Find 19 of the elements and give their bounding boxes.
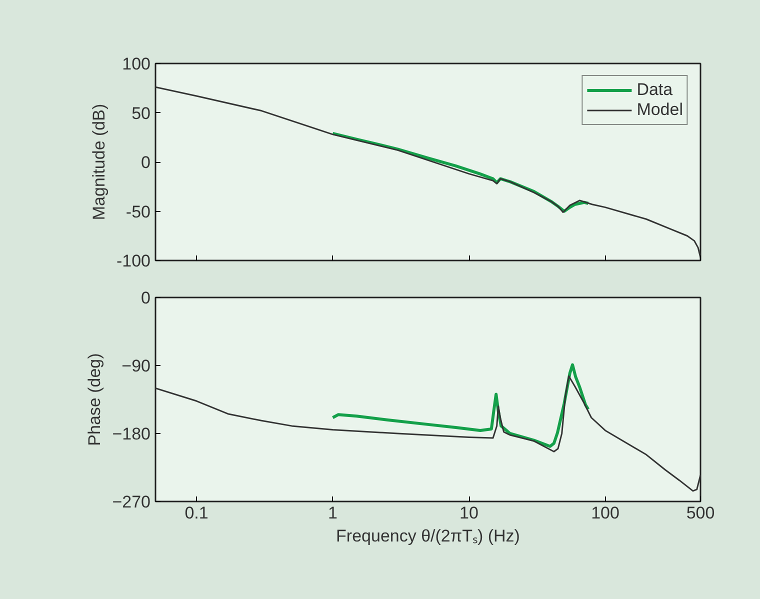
y-tick-label: −90 bbox=[122, 356, 151, 376]
x-tick-label: 10 bbox=[460, 504, 478, 522]
x-tick-label: 1 bbox=[328, 504, 338, 522]
y-axis-title: Phase (deg) bbox=[85, 353, 104, 446]
y-tick-label: -50 bbox=[126, 202, 151, 222]
x-tick-label: 500 bbox=[686, 504, 715, 522]
legend-label: Data bbox=[636, 80, 673, 100]
x-axis-title: Frequency θ/(2πTₛ) (Hz) bbox=[336, 526, 520, 546]
x-tick-label: 100 bbox=[591, 504, 620, 522]
x-tick-label: 0.1 bbox=[184, 504, 208, 522]
y-tick-label: −180 bbox=[112, 424, 151, 444]
y-tick-label: 50 bbox=[132, 104, 151, 123]
y-tick-label: -100 bbox=[116, 252, 151, 270]
y-tick-label: 100 bbox=[122, 54, 151, 74]
y-tick-label: −270 bbox=[112, 492, 151, 512]
y-axis-title: Magnitude (dB) bbox=[89, 104, 108, 220]
y-tick-label: 0 bbox=[141, 288, 151, 308]
legend-label: Model bbox=[636, 100, 683, 120]
y-tick-label: 0 bbox=[141, 153, 151, 172]
